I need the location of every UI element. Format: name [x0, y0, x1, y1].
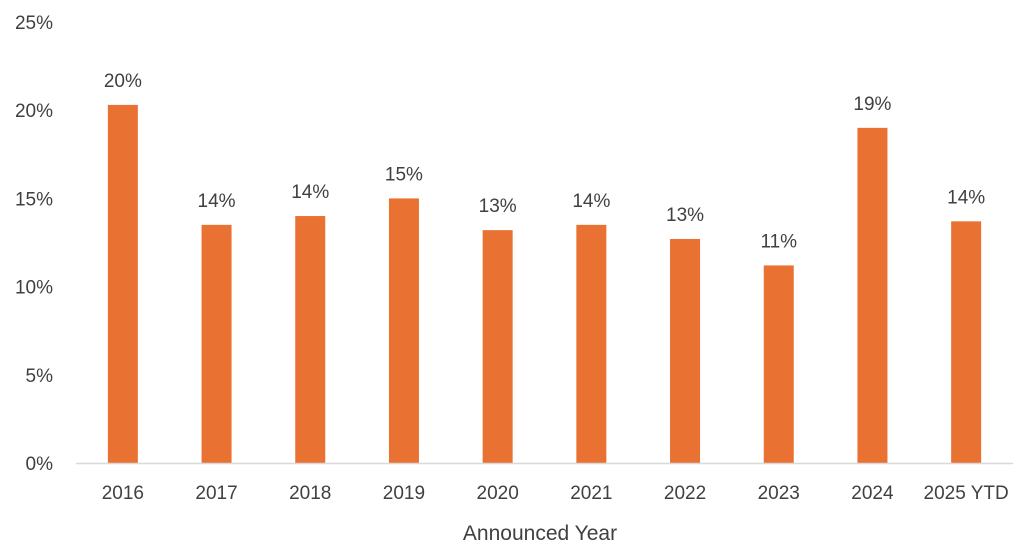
bar [763, 265, 794, 463]
bar [107, 104, 138, 464]
data-label: 14% [198, 191, 236, 212]
y-axis: 0% 5% 10% 15% 20% 25% [15, 13, 53, 475]
data-label: 13% [479, 196, 517, 217]
data-label: 13% [666, 205, 704, 226]
data-label: 14% [572, 191, 610, 212]
bar [482, 230, 513, 463]
x-tick-label: 2024 [851, 483, 894, 504]
data-label: 19% [853, 94, 891, 115]
x-axis-title: Announced Year [463, 522, 617, 545]
x-tick-label: 2025 YTD [924, 483, 1009, 504]
x-axis: 2016 2017 2018 2019 2020 2021 2022 2023 2024 2025… [76, 462, 1013, 504]
x-tick-label: 2016 [102, 483, 144, 504]
y-tick-label: 25% [15, 13, 53, 34]
y-tick-label: 20% [15, 101, 53, 122]
x-tick-label: 2020 [477, 483, 519, 504]
y-tick-label: 5% [26, 366, 54, 387]
x-tick-label: 2023 [758, 483, 800, 504]
bar [576, 224, 607, 463]
bar [388, 198, 419, 463]
bars: 20% 14% 14% 15% 13% 14% 13% 11% 19% 14% [104, 71, 985, 464]
y-tick-label: 0% [26, 454, 54, 475]
x-tick-label: 2022 [664, 483, 706, 504]
x-tick-label: 2021 [570, 483, 612, 504]
data-label: 14% [947, 187, 985, 208]
y-tick-label: 10% [15, 278, 53, 299]
bar [201, 224, 232, 463]
data-label: 14% [291, 182, 329, 203]
bar [670, 238, 701, 463]
data-label: 11% [760, 231, 797, 252]
data-label: 20% [104, 71, 142, 92]
x-tick-label: 2018 [289, 483, 331, 504]
x-tick-label: 2019 [383, 483, 425, 504]
bar [951, 221, 982, 463]
bar [857, 127, 888, 463]
data-label: 15% [385, 164, 423, 185]
x-tick-label: 2017 [195, 483, 237, 504]
bar [295, 216, 326, 463]
y-tick-label: 15% [15, 189, 53, 210]
